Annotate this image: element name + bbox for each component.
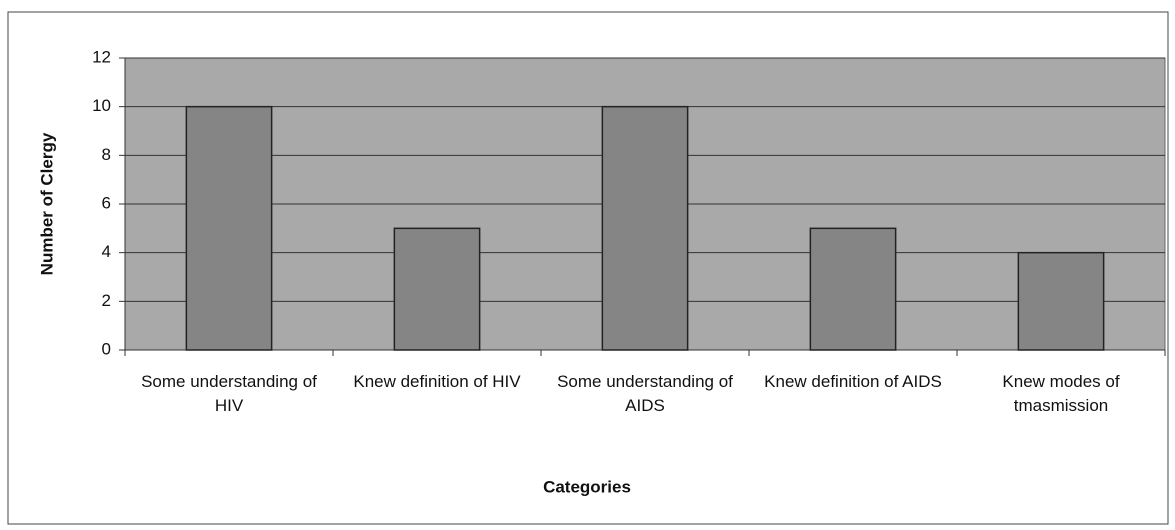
bar — [809, 227, 897, 351]
x-tick-label: Some understanding of HIV — [141, 372, 317, 415]
frame — [7, 11, 1169, 525]
x-tick-label: Knew definition of HIV — [353, 372, 521, 391]
y-tick-label: 2 — [102, 291, 111, 310]
y-tick-label: 10 — [92, 96, 111, 115]
bar — [393, 227, 481, 351]
x-axis-label: Categories — [543, 477, 631, 496]
bar — [1017, 251, 1105, 351]
x-tick-label: Some understanding of AIDS — [557, 372, 733, 415]
bar — [185, 105, 273, 351]
bar — [601, 105, 689, 351]
x-tick-label: Knew modes of tmasmission — [1002, 372, 1120, 415]
y-tick-label: 8 — [102, 145, 111, 164]
y-tick-label: 4 — [102, 242, 111, 261]
x-tick-label: Knew definition of AIDS — [764, 372, 942, 391]
y-tick-label: 12 — [92, 47, 111, 66]
y-axis-label: Number of Clergy — [37, 132, 56, 275]
y-tick-label: 6 — [102, 193, 111, 212]
y-tick-label: 0 — [102, 339, 111, 358]
